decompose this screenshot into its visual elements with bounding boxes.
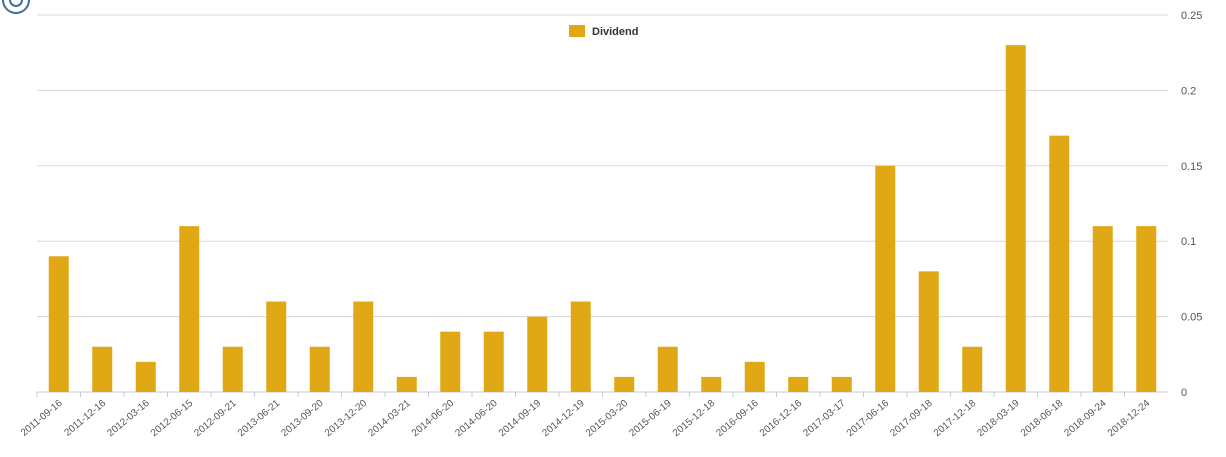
x-tick-label: 2014-06-20	[453, 398, 500, 440]
x-tick-label: 2012-09-21	[192, 398, 239, 440]
x-tick-label: 2015-12-18	[671, 398, 718, 440]
x-tick-label: 2018-03-19	[975, 398, 1022, 440]
bar	[1049, 135, 1070, 392]
bar	[135, 361, 156, 392]
y-tick-label: 0	[1181, 387, 1187, 399]
x-tick-label: 2012-06-15	[149, 398, 196, 440]
bar	[309, 346, 330, 392]
bar	[266, 301, 287, 392]
bar	[1136, 226, 1157, 392]
bar	[744, 361, 765, 392]
bar	[179, 226, 200, 392]
x-tick-label: 2014-12-19	[540, 398, 587, 440]
x-tick-label: 2012-03-16	[105, 398, 152, 440]
x-tick-label: 2017-06-16	[845, 398, 892, 440]
x-tick-label: 2011-09-16	[19, 398, 65, 439]
x-tick-label: 2014-09-19	[497, 398, 544, 440]
x-tick-label: 2017-09-18	[888, 398, 935, 440]
bar	[48, 256, 69, 392]
bar	[222, 346, 243, 392]
bar	[1005, 45, 1026, 392]
x-tick-label: 2017-03-17	[801, 398, 848, 440]
legend-swatch	[569, 25, 585, 37]
x-tick-label: 2018-06-18	[1019, 398, 1066, 440]
bar	[353, 301, 374, 392]
y-tick-label: 0.2	[1181, 85, 1196, 97]
bar	[396, 376, 417, 392]
bar	[831, 376, 852, 392]
x-tick-label: 2015-03-20	[584, 398, 631, 440]
bar	[701, 376, 722, 392]
bar	[875, 165, 896, 392]
x-tick-label: 2013-09-20	[279, 398, 326, 440]
x-tick-label: 2013-06-21	[236, 398, 283, 440]
bar	[788, 376, 809, 392]
bar	[527, 316, 548, 392]
x-tick-label: 2014-06-20	[410, 398, 457, 440]
y-tick-label: 0.15	[1181, 161, 1202, 173]
bar	[483, 331, 504, 392]
bar	[962, 346, 983, 392]
y-tick-label: 0.1	[1181, 236, 1196, 248]
x-tick-label: 2014-03-21	[366, 398, 413, 440]
x-tick-label: 2016-12-16	[758, 398, 805, 440]
bar	[1092, 226, 1113, 392]
bar	[92, 346, 113, 392]
bar	[570, 301, 591, 392]
x-tick-label: 2016-09-16	[714, 398, 761, 440]
x-tick-label: 2013-12-20	[323, 398, 370, 440]
y-tick-label: 0.25	[1181, 10, 1202, 22]
x-tick-label: 2011-12-16	[62, 398, 108, 439]
bar	[657, 346, 678, 392]
bar	[440, 331, 461, 392]
x-tick-label: 2018-09-24	[1062, 398, 1109, 440]
legend-label: Dividend	[592, 26, 638, 38]
x-tick-label: 2017-12-18	[932, 398, 979, 440]
bar	[614, 376, 635, 392]
x-tick-label: 2015-06-19	[627, 398, 674, 440]
bar	[918, 271, 939, 392]
y-tick-label: 0.05	[1181, 312, 1202, 324]
x-tick-label: 2018-12-24	[1106, 398, 1153, 440]
